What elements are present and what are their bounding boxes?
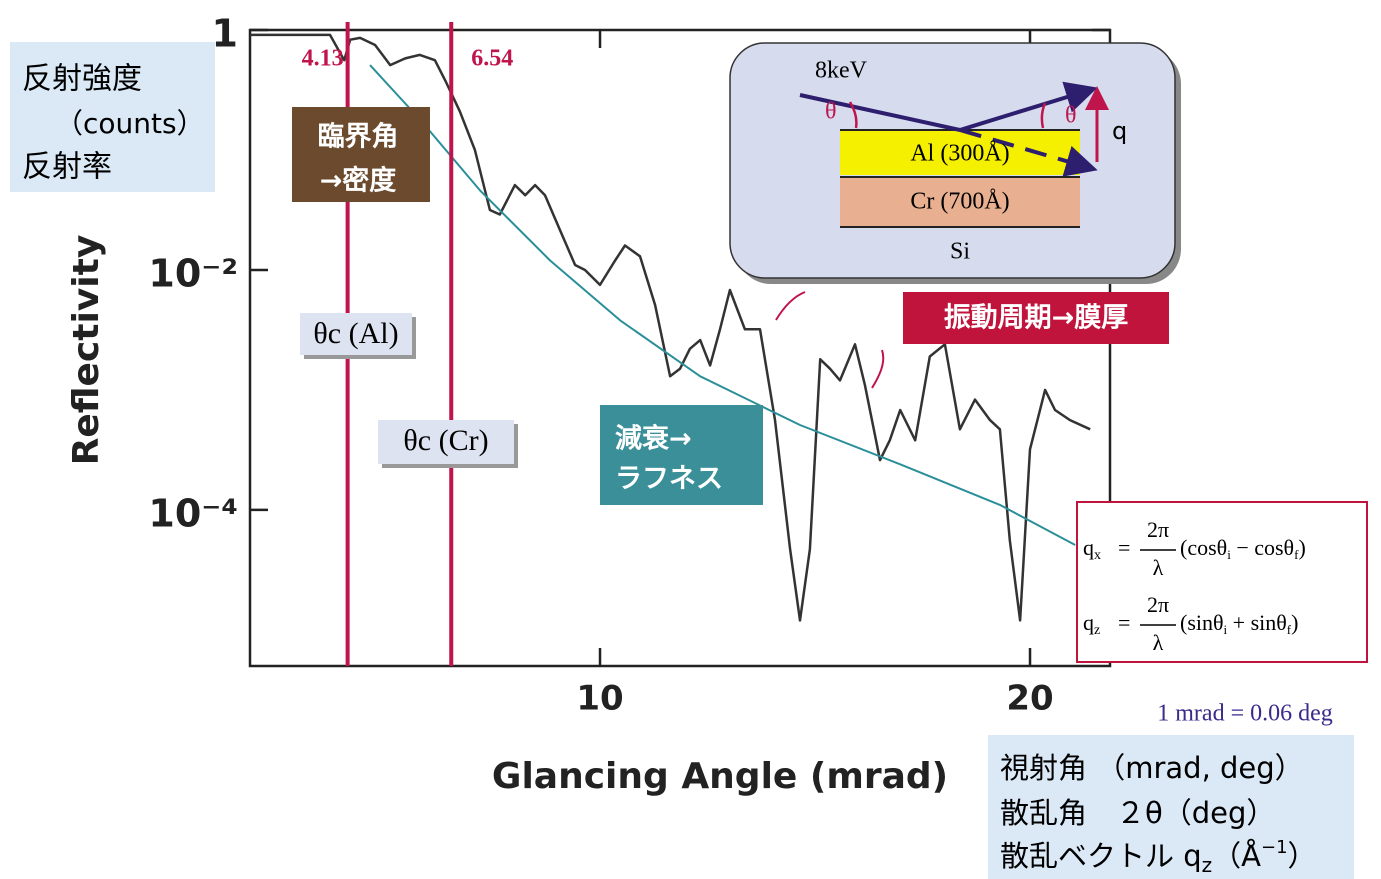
x-tick-label: 20	[1006, 679, 1053, 719]
formula-box	[1077, 502, 1367, 662]
annotation: 減衰→	[615, 423, 692, 455]
formula-sub: x	[1094, 548, 1101, 563]
x-axis-label: Glancing Angle (mrad)	[492, 756, 948, 797]
formula-part: q	[1083, 535, 1094, 560]
formula-part: + sinθ	[1227, 610, 1287, 635]
annotation: →密度	[320, 165, 397, 197]
marker-label: 4.13	[302, 46, 344, 72]
diagram-label: 8keV	[815, 58, 868, 84]
formula-part: 2π	[1147, 517, 1169, 542]
annotation: θc (Cr)	[403, 424, 488, 457]
marker-label: 6.54	[471, 46, 513, 72]
annotation: θc (Al)	[313, 317, 398, 350]
note-sup: −1	[1261, 837, 1288, 858]
annotation: （counts）	[55, 107, 205, 140]
annotation: 臨界角	[318, 121, 399, 153]
formula-part: λ	[1153, 630, 1164, 655]
y-axis-label: Reflectivity	[66, 235, 107, 466]
formula: (sinθi + sinθf)	[1180, 610, 1298, 637]
note-text: 散乱ベクトル q	[1000, 839, 1202, 873]
note-sub: z	[1202, 853, 1213, 877]
formula-part: q	[1083, 610, 1094, 635]
formula-part: λ	[1153, 555, 1164, 580]
x-tick-label: 10	[576, 679, 623, 719]
annotation: 反射強度	[22, 62, 142, 97]
formula-part: 2π	[1147, 592, 1169, 617]
diagram-label: q	[1112, 117, 1127, 145]
formula-part: =	[1118, 610, 1130, 635]
annotation: 反射率	[22, 150, 112, 185]
note-text: （Å	[1212, 839, 1261, 873]
annotation: 1 mrad = 0.06 deg	[1157, 701, 1333, 727]
formula: (cosθi − cosθf)	[1180, 535, 1306, 562]
chart: 1 10⁻² 10⁻⁴ 10 20 4.13 6.54 Reflectivity Glanc…	[0, 0, 1381, 879]
diagram-label: Si	[950, 239, 970, 265]
bracket	[776, 292, 805, 320]
formula-sub: z	[1094, 623, 1100, 638]
diagram-label: θ	[1065, 103, 1077, 129]
y-tick-label: 1	[212, 12, 238, 56]
formula-part: − cosθ	[1231, 535, 1294, 560]
y-tick-label: 10⁻⁴	[148, 491, 238, 535]
annotation: 振動周期→膜厚	[944, 303, 1129, 334]
formula-part: =	[1118, 535, 1130, 560]
diagram-label: Al (300Å)	[910, 141, 1009, 167]
note-text: ）	[1288, 839, 1317, 873]
diagram-label: θ	[825, 99, 837, 125]
formula-part: )	[1291, 610, 1298, 635]
formula-part: (sinθ	[1180, 610, 1224, 635]
diagram-label: Cr (700Å)	[910, 189, 1009, 215]
inset-diagram: 8keV θ θ q Al (300Å) Cr (700Å) Si	[730, 43, 1181, 284]
annotation: ラフネス	[615, 464, 723, 495]
axis-note: 散乱角 ２θ（deg）	[1000, 796, 1275, 830]
formula-part: )	[1298, 535, 1305, 560]
formula-part: (cosθ	[1180, 535, 1227, 560]
page: 1 10⁻² 10⁻⁴ 10 20 4.13 6.54 Reflectivity Glanc…	[0, 0, 1381, 879]
y-tick-label: 10⁻²	[148, 251, 238, 295]
axis-note: 視射角 （mrad, deg）	[1000, 751, 1304, 785]
bracket	[872, 350, 883, 388]
